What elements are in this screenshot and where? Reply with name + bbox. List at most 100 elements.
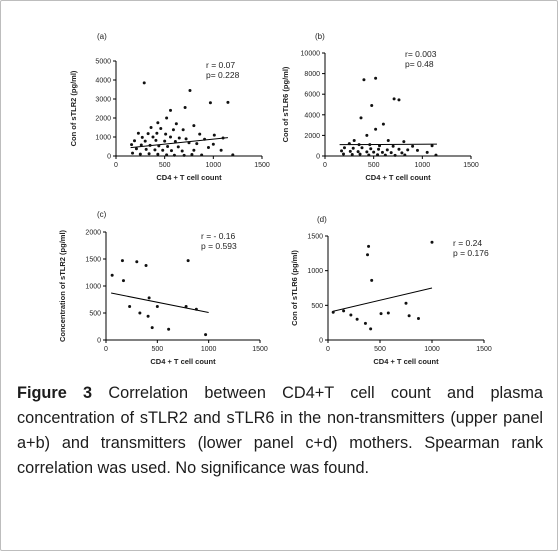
- data-point: [187, 141, 191, 145]
- data-point: [138, 152, 142, 156]
- data-point: [198, 132, 202, 136]
- y-tick-label: 4000: [304, 112, 320, 119]
- y-axis-label: Con of sTLR2 (pg/ml): [69, 70, 78, 146]
- data-point: [342, 146, 346, 150]
- data-point: [174, 122, 178, 126]
- y-tick-label: 1000: [85, 284, 101, 291]
- data-point: [165, 116, 169, 120]
- data-point: [430, 240, 434, 244]
- trend-line: [339, 143, 437, 146]
- data-point: [368, 143, 372, 147]
- data-point: [163, 139, 167, 143]
- data-point: [211, 142, 215, 146]
- x-tick-label: 0: [323, 162, 327, 169]
- data-point: [194, 307, 198, 311]
- data-point: [374, 127, 378, 131]
- x-tick-label: 1000: [201, 346, 217, 353]
- data-point: [169, 108, 173, 112]
- data-point: [348, 149, 352, 153]
- data-point: [167, 327, 171, 331]
- trend-line: [111, 292, 209, 313]
- data-point: [184, 137, 188, 141]
- data-point: [340, 149, 344, 153]
- x-tick-label: 500: [151, 346, 163, 353]
- data-point: [149, 126, 153, 129]
- data-point: [365, 150, 369, 154]
- stat-annotation: r = 0.24: [453, 238, 482, 248]
- data-point: [376, 153, 380, 157]
- data-point: [362, 78, 366, 82]
- data-point: [169, 149, 173, 153]
- data-point: [379, 312, 383, 316]
- y-tick-label: 2000: [95, 116, 111, 123]
- data-point: [351, 146, 355, 150]
- y-tick-label: 0: [319, 338, 323, 345]
- trend-line: [130, 137, 228, 149]
- data-point: [143, 139, 147, 143]
- y-tick-label: 1000: [307, 268, 323, 275]
- data-point: [161, 148, 165, 152]
- panel-label: (b): [315, 32, 325, 41]
- data-point: [359, 116, 363, 120]
- data-point: [369, 327, 373, 331]
- data-point: [172, 153, 176, 157]
- data-point: [358, 152, 362, 156]
- y-tick-label: 0: [107, 154, 111, 161]
- y-tick-label: 2000: [85, 230, 101, 237]
- y-axis-label: Concentration of sTLR2 (pg/ml): [58, 229, 67, 342]
- data-point: [206, 145, 210, 149]
- data-point: [411, 144, 415, 148]
- data-point: [397, 147, 401, 151]
- y-tick-label: 500: [311, 303, 323, 310]
- x-axis-label: CD4 + T cell count: [150, 357, 216, 366]
- data-point: [377, 147, 381, 151]
- y-tick-label: 8000: [304, 71, 320, 78]
- chart-panel-2: 0 500 1000 1500 0 2000 4000 6000 8000 10000 CD4 + …: [281, 32, 479, 182]
- chart-panel-1: 0 500 1000 1500 0 1000 2000 3000 4000 5000 CD4 + T…: [69, 32, 270, 182]
- y-tick-label: 1500: [307, 234, 323, 241]
- x-tick-label: 1500: [252, 346, 268, 353]
- x-tick-label: 1500: [254, 162, 270, 169]
- y-tick-label: 5000: [95, 59, 111, 66]
- data-point: [347, 142, 351, 146]
- data-point: [142, 81, 146, 85]
- data-point: [140, 135, 144, 139]
- data-point: [165, 153, 169, 157]
- data-point: [157, 144, 161, 148]
- y-tick-label: 6000: [304, 92, 320, 99]
- data-point: [188, 88, 192, 92]
- data-point: [180, 149, 184, 153]
- data-point: [430, 144, 434, 148]
- data-point: [393, 153, 397, 157]
- data-point: [378, 144, 382, 148]
- data-point: [352, 139, 356, 143]
- data-point: [183, 106, 187, 110]
- data-point: [407, 314, 411, 318]
- data-point: [391, 144, 395, 148]
- data-point: [153, 148, 157, 152]
- x-tick-label: 1000: [424, 346, 440, 353]
- data-point: [356, 150, 360, 154]
- data-point: [120, 259, 124, 263]
- x-tick-label: 500: [374, 346, 386, 353]
- data-point: [138, 311, 142, 315]
- data-point: [182, 153, 186, 157]
- data-point: [190, 152, 194, 156]
- y-tick-label: 1000: [95, 135, 111, 142]
- data-point: [389, 151, 393, 155]
- y-tick-label: 0: [316, 154, 320, 161]
- panel-label: (c): [97, 210, 107, 219]
- y-axis-label: Con of sTLR6 (pg/ml): [290, 250, 299, 326]
- data-point: [139, 143, 143, 147]
- data-point: [132, 139, 136, 143]
- data-point: [169, 135, 173, 139]
- data-point: [404, 301, 408, 305]
- data-point: [416, 317, 420, 321]
- data-point: [370, 278, 374, 282]
- data-point: [406, 148, 410, 152]
- data-point: [415, 148, 419, 152]
- data-point: [392, 97, 396, 101]
- data-point: [374, 76, 378, 80]
- data-point: [355, 317, 359, 321]
